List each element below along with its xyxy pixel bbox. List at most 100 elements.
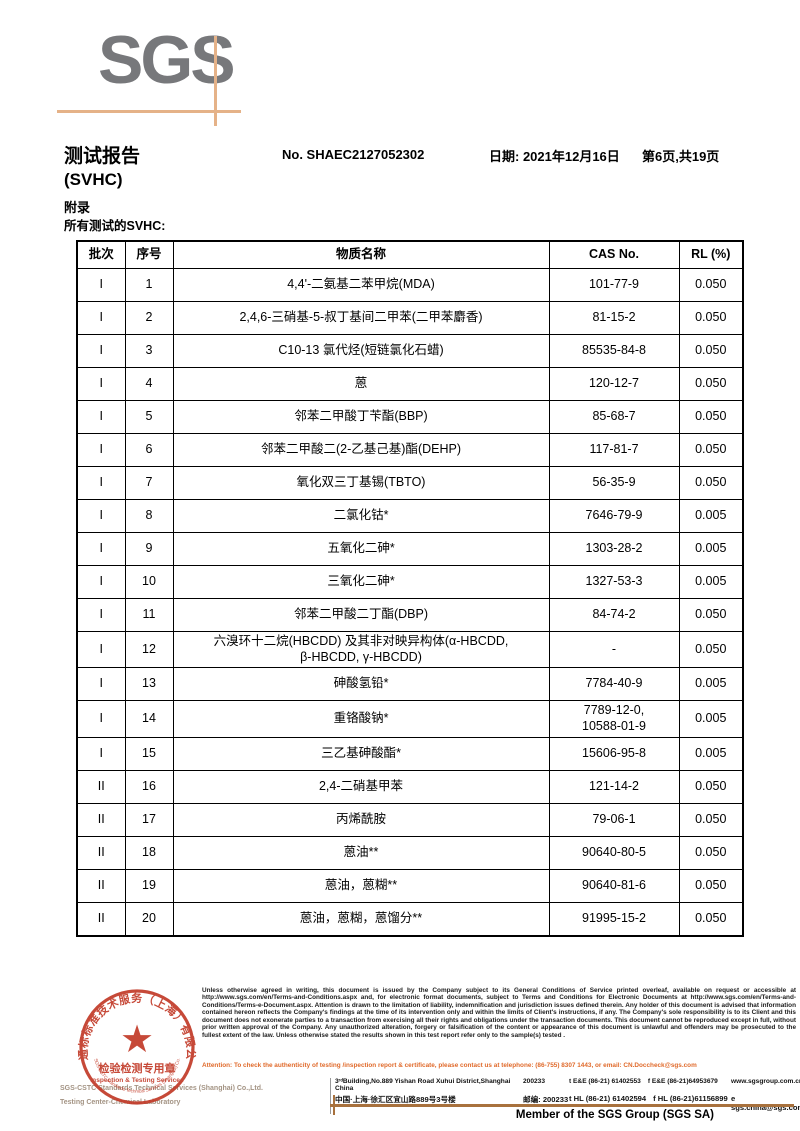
logo-vertical-line xyxy=(214,36,217,126)
cell-cas-number: 120-12-7 xyxy=(548,367,680,401)
cell-rl-value: 0.005 xyxy=(678,700,744,738)
cell-substance-name: 2,4-二硝基甲苯 xyxy=(172,769,550,804)
cell-batch: I xyxy=(76,499,126,533)
report-number: No. SHAEC2127052302 xyxy=(282,147,425,162)
cell-sequence-no: 10 xyxy=(124,565,174,599)
cell-substance-name: 砷酸氢铅* xyxy=(172,667,550,702)
cell-cas-number: 84-74-2 xyxy=(548,598,680,632)
cell-batch: I xyxy=(76,700,126,738)
cell-rl-value: 0.005 xyxy=(678,532,744,566)
cell-cas-number: 91995-15-2 xyxy=(548,901,680,936)
cell-substance-name: C10-13 氯代烃(短链氯化石蜡) xyxy=(172,334,550,368)
table-row: I 1 4,4'-二氨基二苯甲烷(MDA) 101-77-9 0.050 xyxy=(76,268,744,302)
cell-batch: I xyxy=(76,400,126,434)
cell-batch: I xyxy=(76,301,126,335)
postcode-en: 200233 xyxy=(523,1078,546,1085)
cell-cas-number: 56-35-9 xyxy=(548,466,680,500)
cell-substance-name: 蒽油，蒽糊** xyxy=(172,868,550,903)
fax-ee: f E&E (86-21)64953679 xyxy=(647,1078,718,1085)
table-row: I 14 重铬酸钠* 7789-12-0, 10588-01-9 0.005 xyxy=(76,700,744,738)
cell-sequence-no: 8 xyxy=(124,499,174,533)
logo-horizontal-line xyxy=(57,110,241,113)
page-title-svhc: (SVHC) xyxy=(64,170,123,189)
footer-rule-tick xyxy=(333,1095,335,1115)
address-row-cn: 中国·上海·徐汇区宜山路889号3号楼 邮编: 200233 t HL (86-… xyxy=(335,1094,800,1112)
cell-sequence-no: 13 xyxy=(124,667,174,702)
table-row: I 11 邻苯二甲酸二丁酯(DBP) 84-74-2 0.050 xyxy=(76,598,744,632)
column-header-substance: 物质名称 xyxy=(172,240,550,269)
cell-substance-name: 五氧化二砷* xyxy=(172,532,550,566)
cell-rl-value: 0.050 xyxy=(678,630,744,669)
cell-sequence-no: 6 xyxy=(124,433,174,467)
cell-sequence-no: 7 xyxy=(124,466,174,500)
tested-svhc-heading: 所有测试的SVHC: xyxy=(64,219,166,233)
table-row: I 8 二氯化钴* 7646-79-9 0.005 xyxy=(76,499,744,533)
cell-batch: I xyxy=(76,466,126,500)
cell-substance-name: 重铬酸钠* xyxy=(172,700,550,738)
column-header-no: 序号 xyxy=(124,240,174,269)
cell-cas-number: 85535-84-8 xyxy=(548,334,680,368)
cell-sequence-no: 17 xyxy=(124,802,174,837)
cell-sequence-no: 1 xyxy=(124,268,174,302)
appendix-label: 附录 xyxy=(64,200,91,215)
cell-rl-value: 0.050 xyxy=(678,868,744,903)
cell-rl-value: 0.050 xyxy=(678,835,744,870)
cell-sequence-no: 19 xyxy=(124,868,174,903)
svhc-substances-table: 批次 序号 物质名称 CAS No. RL (%) I 1 4,4'-二氨基二苯… xyxy=(76,240,744,937)
cell-rl-value: 0.050 xyxy=(678,598,744,632)
cell-sequence-no: 15 xyxy=(124,736,174,771)
cell-rl-value: 0.050 xyxy=(678,901,744,936)
cell-substance-name: 三氧化二砷* xyxy=(172,565,550,599)
cell-sequence-no: 12 xyxy=(124,630,174,669)
cell-sequence-no: 16 xyxy=(124,769,174,804)
sgs-logo: SGS xyxy=(98,22,236,98)
table-row: I 9 五氧化二砷* 1303-28-2 0.005 xyxy=(76,532,744,566)
cell-rl-value: 0.050 xyxy=(678,802,744,837)
cell-batch: I xyxy=(76,268,126,302)
cell-rl-value: 0.050 xyxy=(678,466,744,500)
cell-sequence-no: 9 xyxy=(124,532,174,566)
cell-sequence-no: 5 xyxy=(124,400,174,434)
cell-substance-name: 蒽油** xyxy=(172,835,550,870)
cell-rl-value: 0.050 xyxy=(678,769,744,804)
cell-rl-value: 0.005 xyxy=(678,667,744,702)
cell-rl-value: 0.005 xyxy=(678,499,744,533)
inspection-stamp: 通标标准技术服务（上海）有限公司 SGS-CSTC Standards Tech… xyxy=(76,986,197,1105)
fax-hl: f HL (86-21)61156899 xyxy=(653,1094,728,1103)
cell-substance-name: 六溴环十二烷(HBCDD) 及其非对映异构体(α-HBCDD, β-HBCDD,… xyxy=(172,630,550,669)
cell-cas-number: 7784-40-9 xyxy=(548,667,680,702)
table-row: II 18 蒽油** 90640-80-5 0.050 xyxy=(76,835,744,870)
cell-sequence-no: 4 xyxy=(124,367,174,401)
footer-rule-line xyxy=(330,1104,794,1107)
cell-cas-number: 101-77-9 xyxy=(548,268,680,302)
cell-rl-value: 0.050 xyxy=(678,400,744,434)
page-title: 测试报告 xyxy=(64,146,141,167)
stamp-star-icon: ★ xyxy=(120,1019,154,1061)
cell-cas-number: 7789-12-0, 10588-01-9 xyxy=(548,700,680,738)
cell-rl-value: 0.005 xyxy=(678,736,744,771)
cell-substance-name: 邻苯二甲酸二丁酯(DBP) xyxy=(172,598,550,632)
cell-substance-name: 蒽 xyxy=(172,367,550,401)
cell-batch: II xyxy=(76,769,126,804)
cell-batch: I xyxy=(76,565,126,599)
cell-cas-number: 7646-79-9 xyxy=(548,499,680,533)
cell-cas-number: 85-68-7 xyxy=(548,400,680,434)
table-row: I 12 六溴环十二烷(HBCDD) 及其非对映异构体(α-HBCDD, β-H… xyxy=(76,630,744,669)
cell-batch: I xyxy=(76,667,126,702)
cell-batch: II xyxy=(76,868,126,903)
cell-cas-number: 1327-53-3 xyxy=(548,565,680,599)
cell-rl-value: 0.050 xyxy=(678,433,744,467)
address-cn: 中国·上海·徐汇区宜山路889号3号楼 xyxy=(335,1095,456,1104)
cell-batch: I xyxy=(76,433,126,467)
cell-substance-name: 4,4'-二氨基二苯甲烷(MDA) xyxy=(172,268,550,302)
cell-batch: I xyxy=(76,367,126,401)
footer-lab-name: Testing Center-Chemical Laboratory xyxy=(60,1099,181,1106)
page-number-info: 第6页,共19页 xyxy=(642,149,720,164)
cell-cas-number: 121-14-2 xyxy=(548,769,680,804)
cell-sequence-no: 11 xyxy=(124,598,174,632)
website: www.sgsgroup.com.cn xyxy=(731,1078,800,1085)
cell-cas-number: 81-15-2 xyxy=(548,301,680,335)
cell-cas-number: 90640-81-6 xyxy=(548,868,680,903)
column-header-cas: CAS No. xyxy=(548,240,680,269)
